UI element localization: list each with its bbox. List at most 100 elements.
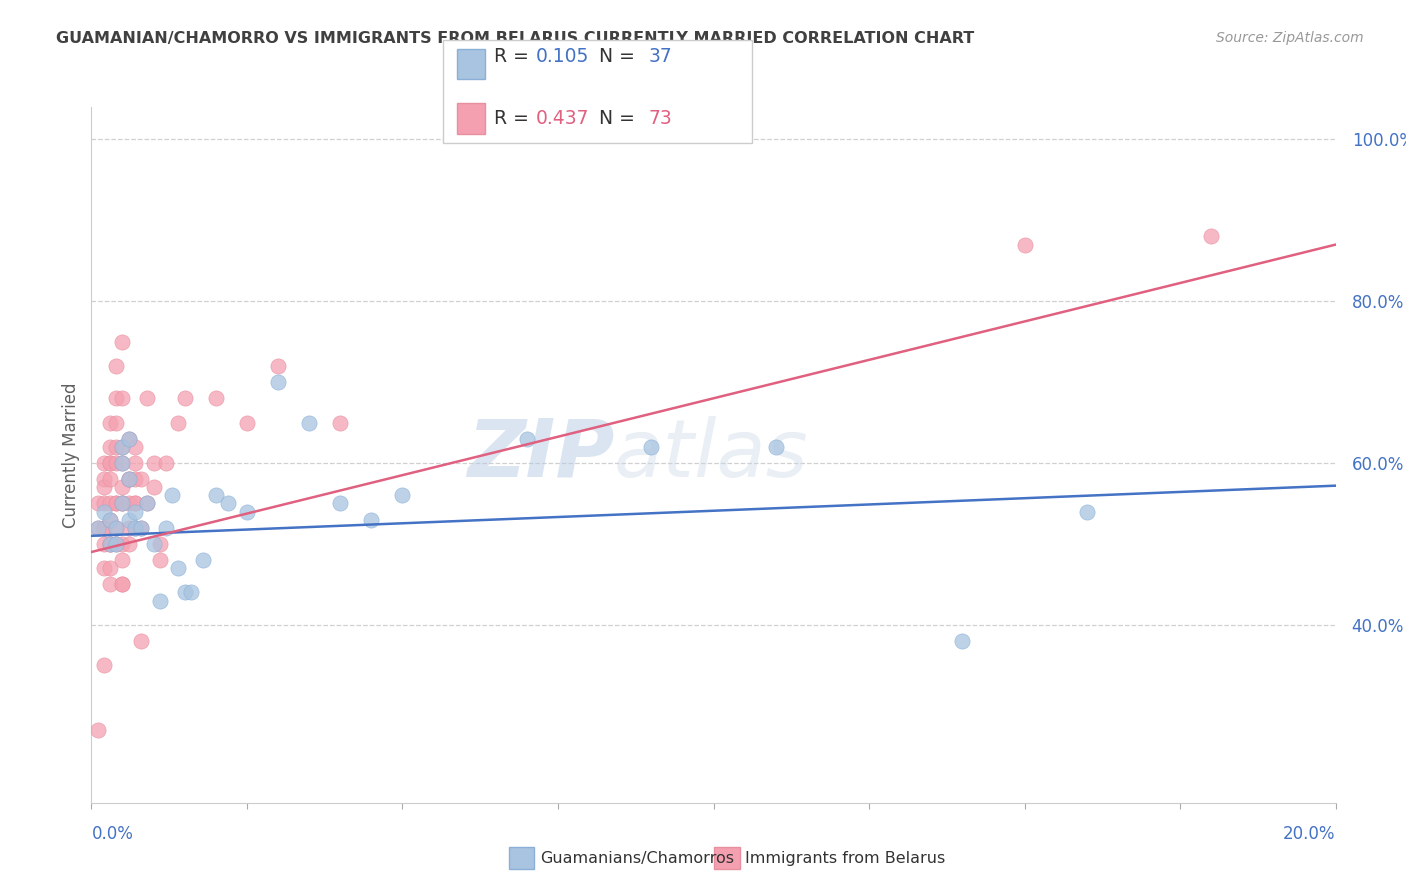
Point <box>136 496 159 510</box>
Point <box>86 521 108 535</box>
Point <box>118 472 141 486</box>
Point <box>93 521 115 535</box>
Point <box>93 561 115 575</box>
Point <box>93 504 115 518</box>
Point <box>118 432 141 446</box>
Point <box>950 634 973 648</box>
Point <box>98 472 121 486</box>
Point <box>118 537 141 551</box>
Point <box>118 513 141 527</box>
Point <box>98 513 121 527</box>
Point <box>360 513 382 527</box>
Text: atlas: atlas <box>614 416 808 494</box>
Point <box>267 375 290 389</box>
Point <box>105 392 128 406</box>
Point <box>105 456 128 470</box>
Point <box>98 537 121 551</box>
Point <box>93 658 115 673</box>
Point <box>1014 237 1036 252</box>
Point <box>111 496 134 510</box>
Point <box>124 521 146 535</box>
Point <box>98 416 121 430</box>
Point <box>111 496 134 510</box>
Point <box>93 480 115 494</box>
Point <box>236 416 259 430</box>
Point <box>136 392 159 406</box>
Text: R =: R = <box>494 46 534 66</box>
Point <box>391 488 413 502</box>
Point <box>155 521 177 535</box>
Point <box>98 537 121 551</box>
Text: 73: 73 <box>648 109 672 128</box>
Point <box>93 496 115 510</box>
Point <box>765 440 787 454</box>
Point <box>136 496 159 510</box>
Point <box>180 585 202 599</box>
Point <box>111 553 134 567</box>
Point <box>98 561 121 575</box>
Text: 0.0%: 0.0% <box>91 825 134 843</box>
Point <box>93 537 115 551</box>
Point <box>124 496 146 510</box>
Point <box>640 440 662 454</box>
Point <box>118 432 141 446</box>
Point <box>516 432 538 446</box>
Point <box>111 392 134 406</box>
Point <box>93 521 115 535</box>
Point <box>149 553 172 567</box>
Point <box>124 504 146 518</box>
Point <box>86 723 108 737</box>
Point <box>111 577 134 591</box>
Y-axis label: Currently Married: Currently Married <box>62 382 80 528</box>
Point <box>142 537 165 551</box>
Point <box>329 416 352 430</box>
Point <box>105 537 128 551</box>
Point <box>86 496 108 510</box>
Point <box>93 472 115 486</box>
Point <box>105 440 128 454</box>
Point <box>118 521 141 535</box>
Text: N =: N = <box>581 109 641 128</box>
Point <box>329 496 352 510</box>
Point <box>111 496 134 510</box>
Text: Source: ZipAtlas.com: Source: ZipAtlas.com <box>1216 31 1364 45</box>
Point <box>93 456 115 470</box>
Point <box>124 440 146 454</box>
Point <box>162 488 184 502</box>
Point <box>1076 504 1098 518</box>
Point <box>98 456 121 470</box>
Point <box>236 504 259 518</box>
Point <box>98 513 121 527</box>
Point <box>129 521 152 535</box>
Point <box>105 521 128 535</box>
Point <box>98 577 121 591</box>
Point <box>98 440 121 454</box>
Point <box>173 585 195 599</box>
Point <box>149 537 172 551</box>
Point <box>217 496 239 510</box>
Point <box>124 472 146 486</box>
Point <box>298 416 321 430</box>
Point <box>173 392 195 406</box>
Text: 0.105: 0.105 <box>536 46 589 66</box>
Point <box>86 521 108 535</box>
Point <box>111 480 134 494</box>
Text: Guamanians/Chamorros: Guamanians/Chamorros <box>540 851 734 865</box>
Point <box>129 472 152 486</box>
Point <box>205 488 228 502</box>
Point <box>124 456 146 470</box>
Point <box>111 577 134 591</box>
Point <box>98 496 121 510</box>
Point <box>205 392 228 406</box>
Point <box>105 496 128 510</box>
Point <box>105 537 128 551</box>
Point <box>111 456 134 470</box>
Point <box>111 456 134 470</box>
Text: GUAMANIAN/CHAMORRO VS IMMIGRANTS FROM BELARUS CURRENTLY MARRIED CORRELATION CHAR: GUAMANIAN/CHAMORRO VS IMMIGRANTS FROM BE… <box>56 31 974 46</box>
Text: N =: N = <box>581 46 641 66</box>
Point <box>155 456 177 470</box>
Point <box>124 521 146 535</box>
Point <box>129 521 152 535</box>
Point <box>149 593 172 607</box>
Point <box>105 359 128 373</box>
